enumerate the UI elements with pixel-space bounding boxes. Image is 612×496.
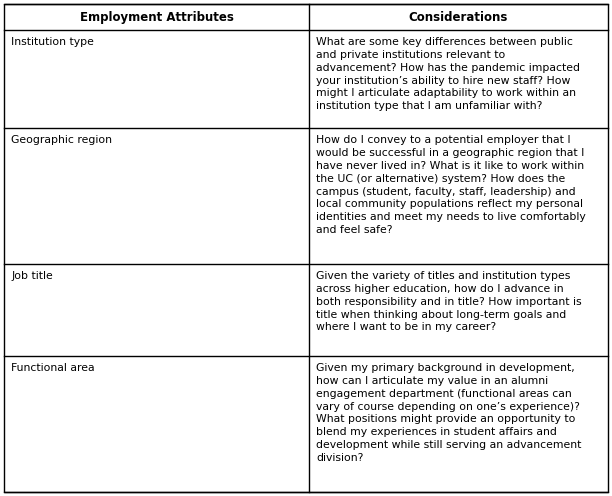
Text: Job title: Job title: [11, 271, 53, 281]
Text: Employment Attributes: Employment Attributes: [80, 10, 233, 24]
Text: How do I convey to a potential employer that I
would be successful in a geograph: How do I convey to a potential employer …: [316, 135, 586, 235]
Text: Geographic region: Geographic region: [11, 135, 112, 145]
Text: Considerations: Considerations: [409, 10, 508, 24]
Text: Given my primary background in development,
how can I articulate my value in an : Given my primary background in developme…: [316, 363, 581, 463]
Text: Institution type: Institution type: [11, 37, 94, 47]
Text: Given the variety of titles and institution types
across higher education, how d: Given the variety of titles and institut…: [316, 271, 581, 332]
Text: Functional area: Functional area: [11, 363, 95, 373]
Text: What are some key differences between public
and private institutions relevant t: What are some key differences between pu…: [316, 37, 580, 111]
